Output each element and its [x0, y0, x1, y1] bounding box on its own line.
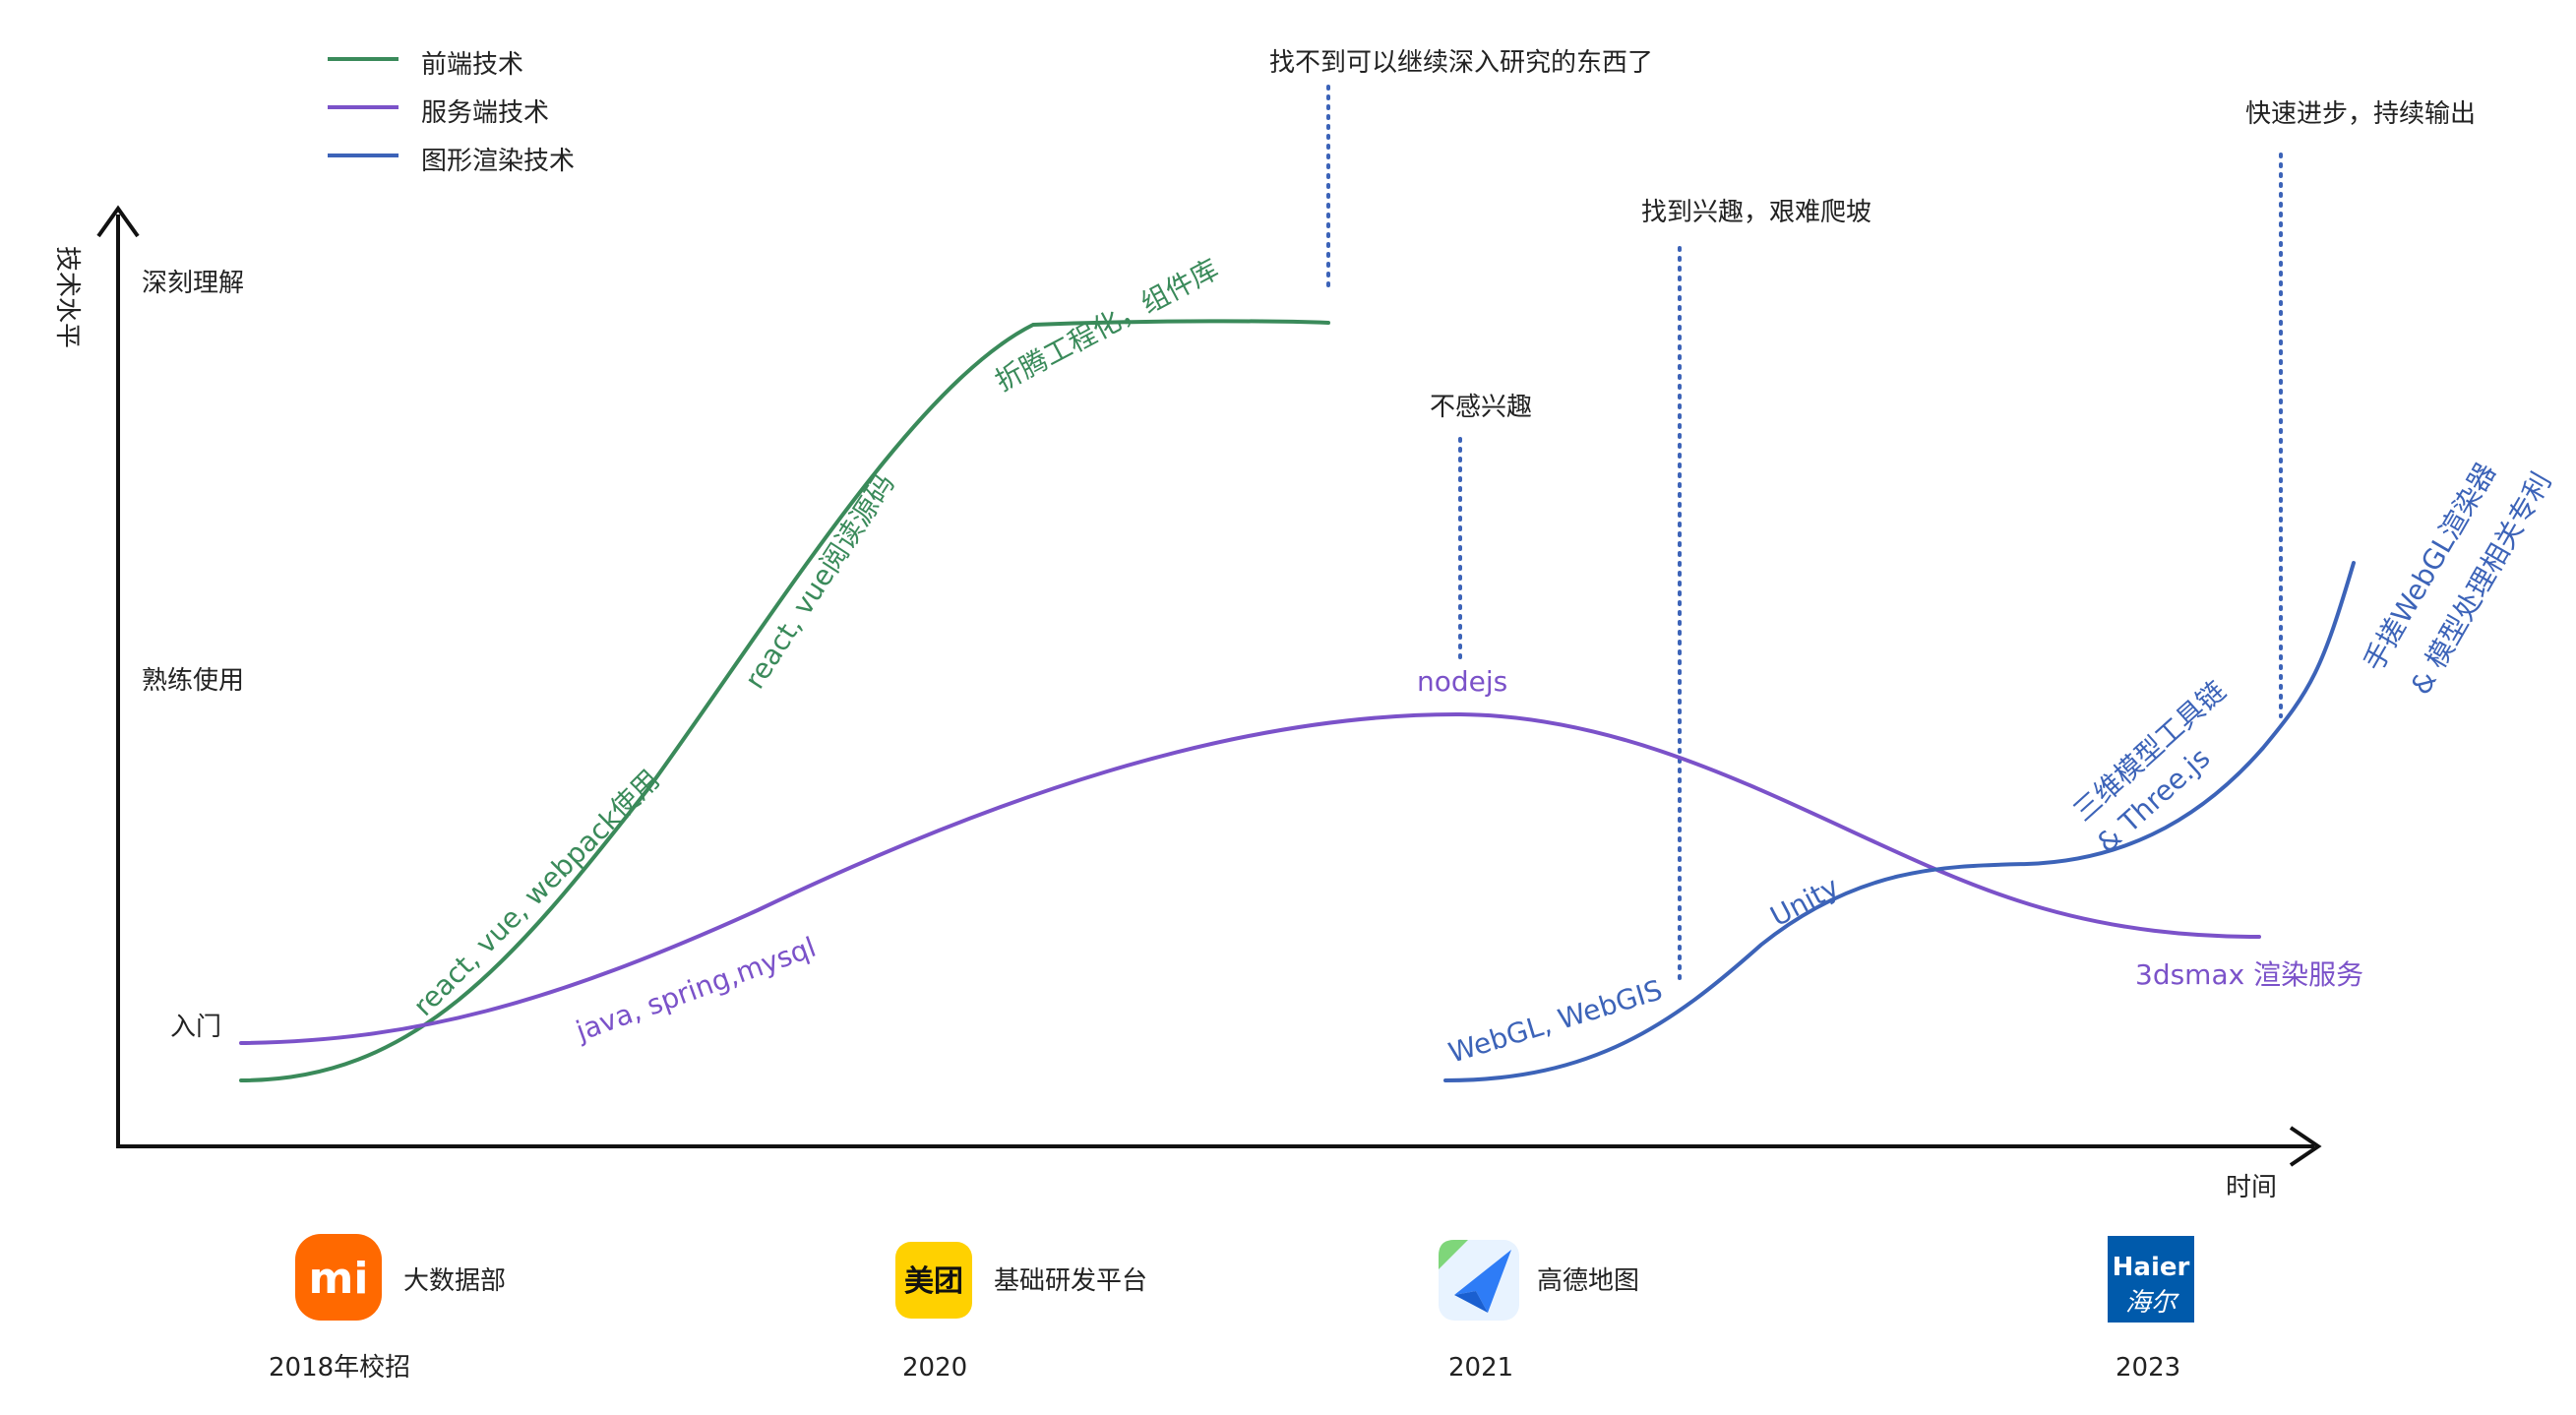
series-line-frontend: [239, 319, 1330, 1082]
frontend-annotations: react, vue, webpack使用 react, vue阅读源码 折腾工…: [407, 253, 1224, 1022]
legend-label-backend: 服务端技术: [421, 98, 549, 128]
callout-no-depth: 找不到可以继续深入研究的东西了: [1269, 48, 1653, 78]
timeline-item-meituan: 美团 基础研发平台 2020: [895, 1242, 1147, 1383]
amap-logo-corner: [1439, 1240, 1468, 1269]
annotation-frontend-1: react, vue, webpack使用: [407, 764, 666, 1022]
y-level-proficient: 熟练使用: [142, 666, 244, 696]
meituan-logo: [895, 1242, 972, 1319]
x-axis-label: 时间: [2226, 1173, 2277, 1202]
xiaomi-logo-text: mi: [309, 1254, 369, 1304]
annotation-graphics-1: WebGL, WebGIS: [1444, 973, 1666, 1069]
timeline-item-amap: 高德地图 2021: [1439, 1240, 1639, 1383]
timeline-item-haier: Haier 海尔 2023: [2108, 1236, 2194, 1383]
timeline-year-2020: 2020: [902, 1353, 967, 1383]
annotation-frontend-2: react, vue阅读源码: [738, 468, 900, 695]
callouts: 找不到可以继续深入研究的东西了 不感兴趣 找到兴趣，艰难爬坡 快速进步，持续输出: [1269, 48, 2476, 422]
annotation-graphics-2: Unity: [1765, 871, 1844, 934]
haier-logo: [2108, 1236, 2194, 1323]
callout-found-interest: 找到兴趣，艰难爬坡: [1641, 198, 1871, 227]
timeline-year-2018: 2018年校招: [269, 1353, 410, 1383]
callout-not-interested: 不感兴趣: [1430, 393, 1532, 422]
annotation-frontend-3: 折腾工程化，组件库: [990, 253, 1224, 398]
series-lines: [239, 319, 2356, 1082]
meituan-logo-text: 美团: [904, 1264, 963, 1299]
timeline-year-2023: 2023: [2116, 1353, 2180, 1383]
timeline-item-xiaomi: mi 大数据部 2018年校招: [269, 1234, 506, 1383]
annotation-backend-2: nodejs: [1417, 665, 1507, 698]
haier-logo-text: Haier: [2113, 1253, 2190, 1282]
annotation-backend-3: 3dsmax 渲染服务: [2135, 958, 2363, 991]
timeline-company-xiaomi: 大数据部: [403, 1266, 506, 1296]
x-axis-arrow: [2289, 1126, 2322, 1167]
callout-fast-progress: 快速进步，持续输出: [2245, 99, 2476, 129]
annotation-backend-1: java, spring,mysql: [571, 931, 820, 1048]
amap-arrow-icon: [1454, 1250, 1511, 1313]
timeline-year-2021: 2021: [1448, 1353, 1513, 1383]
y-level-beginner: 入门: [170, 1013, 221, 1042]
y-axis-label: 技术水平: [52, 246, 82, 348]
legend-label-frontend: 前端技术: [421, 50, 523, 80]
y-axis-arrow: [96, 205, 140, 238]
series-line-backend: [239, 711, 2261, 1045]
haier-logo-text-cn: 海尔: [2125, 1288, 2179, 1318]
amap-arrow-shade: [1454, 1291, 1488, 1313]
timeline-company-meituan: 基础研发平台: [994, 1266, 1147, 1296]
callout-lines: [1326, 85, 2283, 986]
axes: 技术水平 时间 入门 熟练使用 深刻理解: [52, 205, 2322, 1202]
legend: 前端技术 服务端技术 图形渲染技术: [328, 50, 575, 176]
legend-label-graphics: 图形渲染技术: [421, 147, 575, 176]
timeline-company-amap: 高德地图: [1537, 1266, 1639, 1296]
xiaomi-logo: [295, 1234, 382, 1321]
series-line-graphics: [1443, 561, 2356, 1082]
y-level-deep: 深刻理解: [142, 269, 244, 298]
graphics-annotations: WebGL, WebGIS Unity 三维模型工具链 & Three.js 手…: [1444, 458, 2557, 1070]
